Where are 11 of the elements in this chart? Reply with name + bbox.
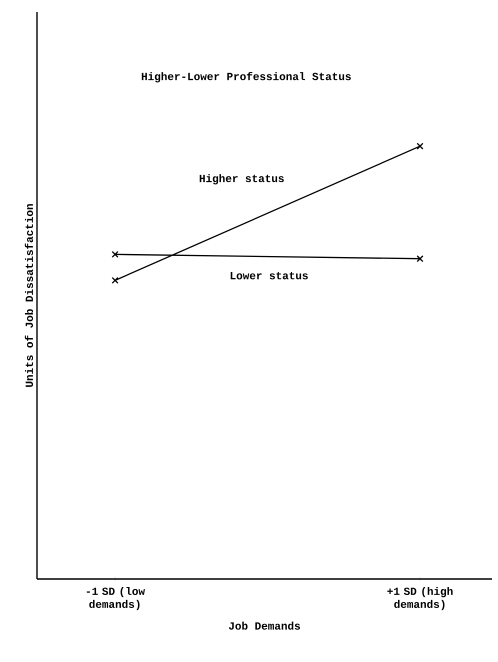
point xyxy=(112,276,119,284)
x-tick-label: +1 SD (high demands) xyxy=(387,586,453,610)
series-label: Higher status xyxy=(200,174,284,184)
point xyxy=(416,142,424,150)
series-label: Lower status xyxy=(230,272,308,280)
y-axis-title: Units of Job Dissatisfaction xyxy=(24,204,34,387)
point xyxy=(416,255,424,262)
point xyxy=(112,250,119,258)
chart-title: Higher-Lower Professional Status xyxy=(142,72,351,82)
x-tick-label: -1 SD (low demands) xyxy=(86,586,145,610)
x-axis-title: Job Demands xyxy=(228,622,300,630)
